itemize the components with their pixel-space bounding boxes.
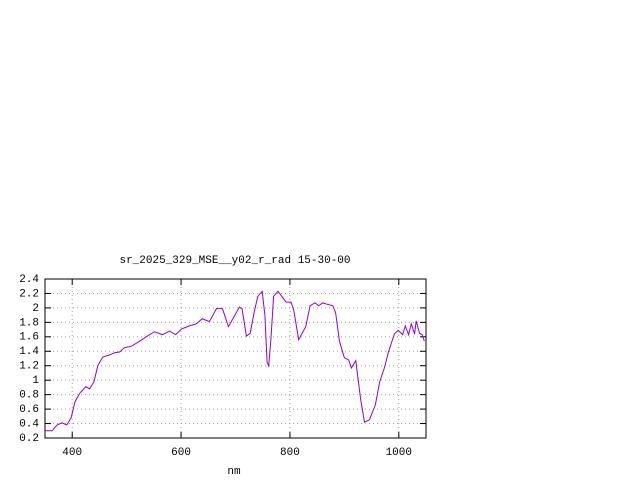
- data-line: [45, 290, 425, 432]
- y-tick-label: 2.4: [19, 274, 39, 286]
- chart-title: sr_2025_329_MSE__y02_r_rad 15-30-00: [119, 255, 350, 267]
- y-tick-label: 1: [32, 375, 39, 387]
- y-tick-label: 1.8: [19, 317, 39, 329]
- plot-border: [44, 278, 427, 439]
- y-tick-label: 0.8: [19, 390, 39, 402]
- y-tick-label: 0.2: [19, 433, 39, 445]
- x-tick-label: 800: [280, 447, 300, 459]
- y-tick-label: 2: [32, 303, 39, 315]
- y-tick-label: 1.6: [19, 332, 39, 344]
- y-tick-label: 0.6: [19, 404, 39, 416]
- x-tick-label: 400: [62, 447, 82, 459]
- y-tick-label: 1.4: [19, 346, 39, 358]
- x-axis-label: nm: [227, 466, 241, 478]
- y-tick-label: 2.2: [19, 288, 39, 300]
- y-tick-label: 1.2: [19, 361, 39, 373]
- y-tick-label: 0.4: [19, 418, 39, 430]
- x-tick-label: 600: [171, 447, 191, 459]
- x-tick-label: 1000: [386, 447, 412, 459]
